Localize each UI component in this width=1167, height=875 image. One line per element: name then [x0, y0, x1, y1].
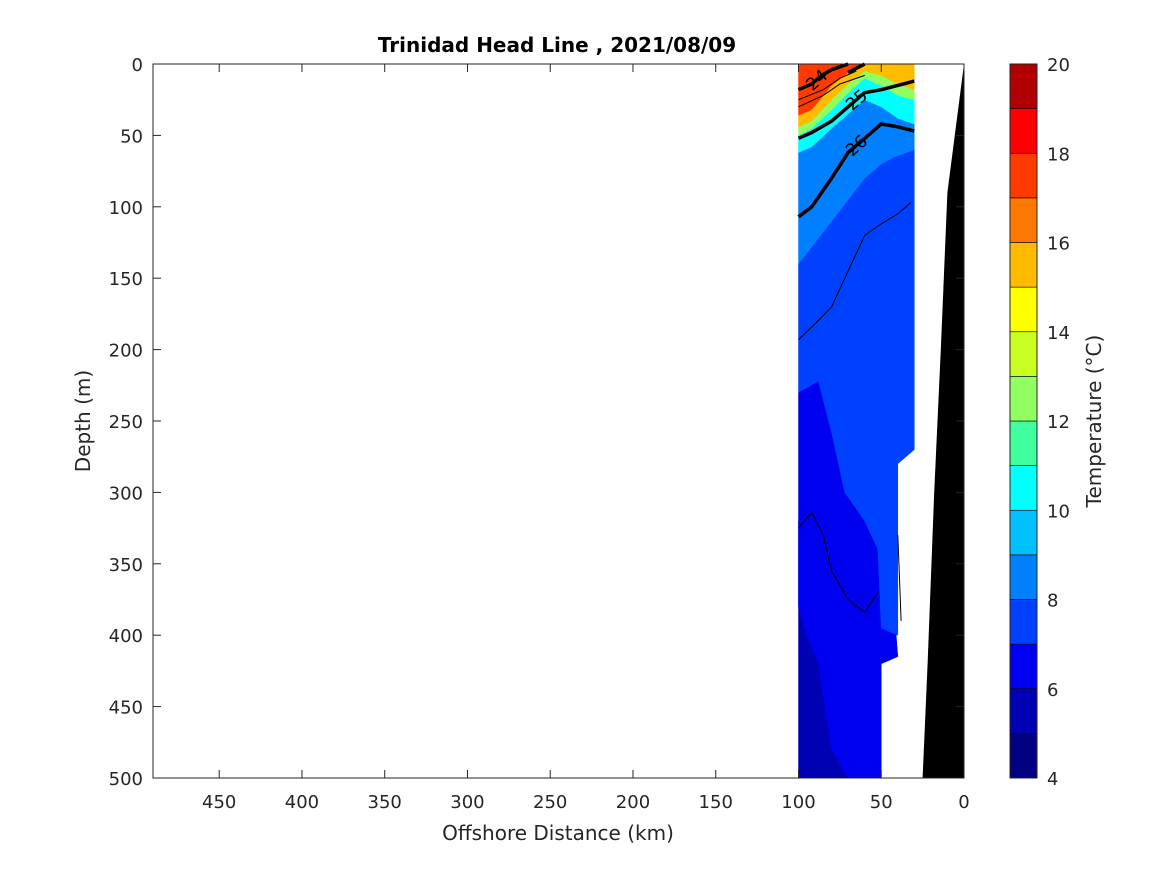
y-tick-label: 450 — [109, 698, 143, 719]
colorbar-tick-label: 4 — [1047, 769, 1058, 790]
colorbar-level-3 — [1009, 599, 1038, 645]
seafloor — [922, 64, 964, 778]
contour-line-3 — [797, 122, 915, 219]
colorbar-level-11 — [1009, 242, 1038, 288]
colorbar-level-8 — [1009, 376, 1038, 422]
x-tick-label: 300 — [450, 792, 484, 813]
colorbar-tick-label: 12 — [1047, 412, 1070, 433]
colorbar-level-5 — [1009, 509, 1038, 556]
x-tick-label: 250 — [533, 792, 567, 813]
colorbar-level-1 — [1009, 688, 1038, 734]
chart-title: Trinidad Head Line , 2021/08/09 — [378, 33, 736, 57]
y-tick-label: 0 — [132, 55, 143, 76]
y-tick-label: 500 — [109, 769, 143, 790]
contour-line-5 — [798, 511, 879, 614]
colorbar-tick-label: 18 — [1047, 144, 1070, 165]
contour-line-7 — [798, 70, 857, 101]
x-tick-label: 150 — [699, 792, 733, 813]
x-tick-label: 100 — [781, 792, 815, 813]
colorbar-tick-label: 6 — [1047, 680, 1058, 701]
y-axis: 0 50 100 150 200 250 300 350 400 450 500 — [109, 55, 964, 790]
contour-line-1 — [847, 62, 866, 75]
colorbar-label: Temperature (°C) — [1082, 335, 1106, 509]
y-tick-label: 50 — [120, 126, 143, 147]
x-axis: 450 400 350 300 250 200 150 100 50 0 — [202, 64, 970, 813]
bathymetry — [922, 64, 964, 778]
colorbar-tick-label: 8 — [1047, 591, 1058, 612]
colorbar-tick-label: 10 — [1047, 501, 1070, 522]
colorbar-level-14 — [1009, 108, 1038, 154]
x-tick-label: 350 — [368, 792, 402, 813]
contour-lines — [797, 62, 915, 621]
colorbar-level-10 — [1009, 286, 1038, 333]
contour-line-8 — [798, 74, 865, 108]
colorbar-level-7 — [1009, 420, 1038, 466]
y-tick-label: 300 — [109, 483, 143, 504]
colorbar-frame — [1009, 63, 1038, 779]
x-tick-label: 200 — [616, 792, 650, 813]
colorbar-level-12 — [1009, 197, 1038, 243]
y-tick-label: 400 — [109, 626, 143, 647]
colorbar — [1009, 63, 1038, 779]
colorbar-tick-label: 20 — [1047, 55, 1070, 76]
x-axis-label: Offshore Distance (km) — [442, 821, 674, 845]
colorbar-level-6 — [1009, 465, 1038, 511]
y-tick-label: 150 — [109, 269, 143, 290]
colorbar-ticks: 4 6 8 10 12 14 16 18 20 — [1047, 55, 1070, 790]
y-tick-label: 100 — [109, 198, 143, 219]
contour-line-2 — [797, 79, 915, 140]
colorbar-level-2 — [1009, 643, 1038, 690]
x-tick-label: 50 — [870, 792, 893, 813]
colorbar-level-4 — [1009, 554, 1038, 600]
colorbar-tick-label: 16 — [1047, 234, 1070, 255]
colorbar-level-0 — [1009, 733, 1038, 779]
x-tick-label: 0 — [958, 792, 969, 813]
colorbar-level-13 — [1009, 152, 1038, 199]
y-tick-label: 350 — [109, 555, 143, 576]
contour-line-6 — [897, 535, 902, 621]
x-tick-label: 450 — [202, 792, 236, 813]
y-tick-label: 200 — [109, 341, 143, 362]
colorbar-level-9 — [1009, 331, 1038, 377]
x-tick-label: 400 — [285, 792, 319, 813]
colorbar-tick-label: 14 — [1047, 323, 1070, 344]
y-tick-label: 250 — [109, 412, 143, 433]
contour-line-0 — [797, 62, 849, 92]
y-axis-label: Depth (m) — [71, 370, 95, 472]
colorbar-level-15 — [1009, 63, 1038, 109]
contour-line-4 — [798, 202, 912, 340]
